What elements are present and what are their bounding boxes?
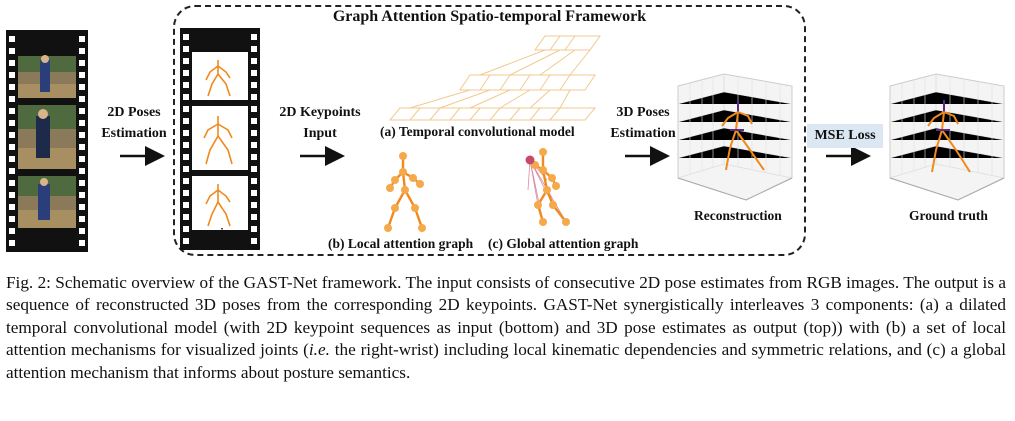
rgb-frame — [18, 105, 76, 169]
reconstruction-3d-plot — [677, 73, 793, 201]
figure-graphics — [6, 28, 1005, 252]
step1-line1: 2D Poses — [107, 105, 161, 120]
temporal-conv-model — [388, 35, 601, 121]
figure-caption: Fig. 2: Schematic overview of the GAST-N… — [6, 272, 1006, 384]
reconstruction-label: Reconstruction — [694, 208, 782, 223]
caption-prefix: Fig. 2: Schematic overview of the GAST-N… — [6, 273, 1006, 360]
global-attention-label: (c) Global attention graph — [488, 236, 639, 251]
step2-line1: 2D Keypoints — [279, 105, 361, 120]
step3-label: 3D Poses Estimation — [598, 102, 688, 144]
keypoint-film-strip — [180, 28, 260, 250]
framework-dashed-box — [173, 5, 806, 256]
rgb-frame — [18, 55, 76, 98]
rgb-frame — [18, 176, 76, 228]
ground-truth-3d-plot — [889, 73, 1005, 201]
caption-suffix: the right-wrist) including local kinemat… — [6, 340, 1006, 382]
caption-ie: i.e. — [308, 340, 330, 360]
ground-truth-label: Ground truth — [909, 208, 988, 223]
local-attention-skeleton — [384, 152, 426, 232]
global-attention-skeleton — [525, 148, 570, 226]
ellipsis-top-keypoints: ⋮ — [215, 27, 229, 42]
step1-label: 2D Poses Estimation — [94, 102, 174, 144]
figure: Graph Attention Spatio-temporal Framewor… — [6, 5, 1005, 256]
skeleton-2d-small — [203, 116, 233, 165]
step3-line2: Estimation — [610, 126, 676, 141]
step1-line2: Estimation — [101, 126, 167, 141]
step2-line2: Input — [303, 126, 337, 141]
temporal-model-label: (a) Temporal convolutional model — [380, 124, 575, 139]
step3-line1: 3D Poses — [616, 105, 670, 120]
ellipsis-bottom-rgb: ⋮ — [42, 229, 56, 244]
skeleton-2d-small — [205, 184, 231, 227]
ellipsis-top-rgb: ⋮ — [42, 29, 56, 44]
step2-label: 2D Keypoints Input — [270, 102, 370, 144]
local-attention-label: (b) Local attention graph — [328, 236, 474, 251]
rgb-film-strip — [6, 30, 88, 252]
skeleton-2d-small — [205, 60, 231, 97]
framework-title: Graph Attention Spatio-temporal Framewor… — [332, 8, 647, 25]
mse-loss-box: MSE Loss — [807, 124, 883, 148]
ellipsis-bottom-keypoints: ⋮ — [215, 227, 229, 242]
